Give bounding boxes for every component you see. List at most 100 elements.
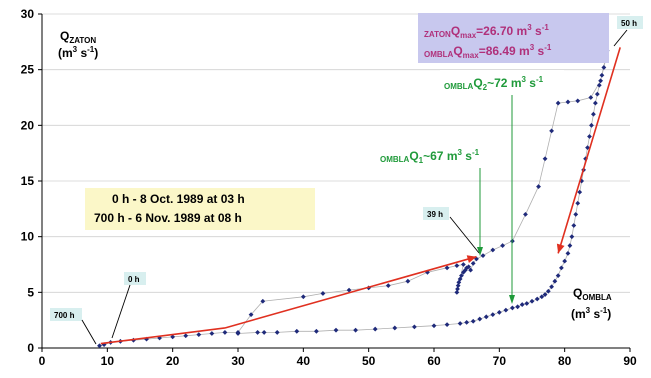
label-700h: 700 h: [50, 308, 97, 345]
trend-arrow-0: [100, 327, 226, 345]
data-point-77: [545, 288, 551, 294]
svg-text:50 h: 50 h: [621, 19, 637, 28]
date-legend: 0 h - 8 Oct. 1989 at 03 h 700 h - 6 Nov.…: [85, 188, 315, 230]
data-point-45: [549, 128, 554, 134]
y-tick-label-10: 10: [21, 230, 35, 244]
data-point-67: [573, 212, 579, 217]
x-tick-label-0: 0: [39, 354, 46, 368]
x-tick-label-80: 80: [558, 354, 572, 368]
data-point-53: [601, 65, 607, 70]
data-point-23: [454, 263, 460, 269]
data-point-59: [589, 122, 594, 128]
data-point-16: [320, 291, 326, 296]
data-point-68: [571, 223, 577, 228]
y-tick-label-30: 30: [21, 7, 35, 21]
data-point-55: [596, 82, 602, 88]
trend-arrow-2: [557, 47, 621, 254]
x-tick-labels: 0 10 20 30 40 50 60 70 80 90: [39, 348, 637, 368]
svg-text:0 h: 0 h: [128, 275, 140, 284]
data-point-82: [524, 301, 530, 306]
data-point-98: [372, 326, 378, 332]
data-point-27: [455, 283, 461, 289]
data-point-56: [594, 91, 600, 97]
data-point-86: [503, 307, 509, 313]
data-point-89: [483, 314, 489, 320]
y-tick-labels: 0 5 10 15 20 25 30: [21, 7, 42, 355]
x-tick-label-30: 30: [231, 354, 245, 368]
data-point-75: [552, 278, 558, 284]
svg-text:OMBLAQ2~72 m3 s-1: OMBLAQ2~72 m3 s-1: [444, 75, 544, 92]
x-tick-label-20: 20: [166, 354, 180, 368]
y-tick-label-0: 0: [27, 341, 34, 355]
data-point-54: [599, 72, 605, 78]
data-point-11: [222, 330, 228, 335]
svg-text:ZATONQmax=26.70 m3 s-1: ZATONQmax=26.70 m3 s-1: [424, 23, 549, 40]
data-point-20: [405, 278, 411, 284]
data-point-81: [529, 298, 535, 304]
data-point-100: [333, 327, 339, 333]
data-point-85: [510, 305, 515, 311]
data-point-84: [515, 304, 521, 310]
data-point-101: [314, 328, 319, 334]
data-point-92: [464, 319, 470, 325]
data-point-42: [523, 212, 528, 217]
x-tick-label-90: 90: [623, 354, 637, 368]
data-point-7: [170, 334, 176, 340]
data-point-47: [565, 99, 571, 105]
data-point-91: [470, 318, 476, 324]
svg-text:0 h - 8 Oct. 1989 at 03 h: 0 h - 8 Oct. 1989 at 03 h: [112, 192, 245, 206]
data-point-76: [549, 284, 554, 290]
data-point-38: [480, 253, 486, 258]
data-point-104: [261, 330, 267, 335]
data-points: [97, 48, 610, 349]
data-point-57: [592, 100, 598, 106]
y-tick-label-15: 15: [21, 174, 35, 188]
data-point-102: [294, 328, 300, 334]
data-point-40: [500, 243, 505, 248]
grid-lines: [42, 13, 630, 293]
data-point-34: [466, 264, 472, 270]
x-axis-unit: (m3 s-1): [571, 306, 611, 321]
data-point-46: [555, 100, 561, 106]
y-axis-unit: (m3 s-1): [58, 45, 98, 60]
data-point-88: [490, 312, 496, 317]
data-point-74: [555, 273, 561, 279]
data-point-66: [575, 200, 581, 206]
data-point-106: [235, 331, 241, 336]
data-point-96: [412, 324, 417, 330]
data-point-70: [567, 243, 573, 248]
label-39h: 39 h: [423, 207, 480, 254]
data-point-97: [392, 325, 398, 331]
data-point-49: [588, 95, 594, 100]
data-point-26: [455, 286, 460, 292]
data-point-48: [575, 98, 581, 104]
data-point-99: [353, 327, 358, 333]
data-point-79: [539, 294, 545, 300]
data-point-14: [260, 298, 266, 304]
data-point-90: [477, 316, 483, 322]
data-point-25: [454, 289, 460, 295]
x-axis-title: QOMBLA: [573, 286, 612, 302]
data-point-94: [444, 322, 450, 328]
data-point-105: [255, 330, 260, 335]
svg-text:700 h - 6 Nov. 1989 at 08 h: 700 h - 6 Nov. 1989 at 08 h: [94, 211, 242, 225]
data-point-21: [425, 269, 430, 275]
data-point-13: [248, 312, 254, 317]
data-point-69: [569, 234, 575, 240]
data-point-78: [542, 292, 548, 297]
data-point-39: [490, 247, 496, 253]
y-tick-label-5: 5: [27, 285, 34, 299]
x-tick-label-60: 60: [427, 354, 441, 368]
label-0h: 0 h: [111, 272, 146, 339]
data-point-17: [346, 287, 352, 293]
data-point-8: [183, 333, 189, 339]
data-point-93: [457, 321, 463, 326]
data-point-15: [300, 294, 306, 300]
q1-label: OMBLAQ1~67 m3 s-1: [376, 143, 502, 256]
data-point-43: [536, 184, 541, 189]
data-point-72: [562, 258, 568, 264]
trend-arrow-1: [224, 255, 477, 329]
data-point-103: [274, 330, 280, 335]
data-point-19: [385, 283, 391, 289]
